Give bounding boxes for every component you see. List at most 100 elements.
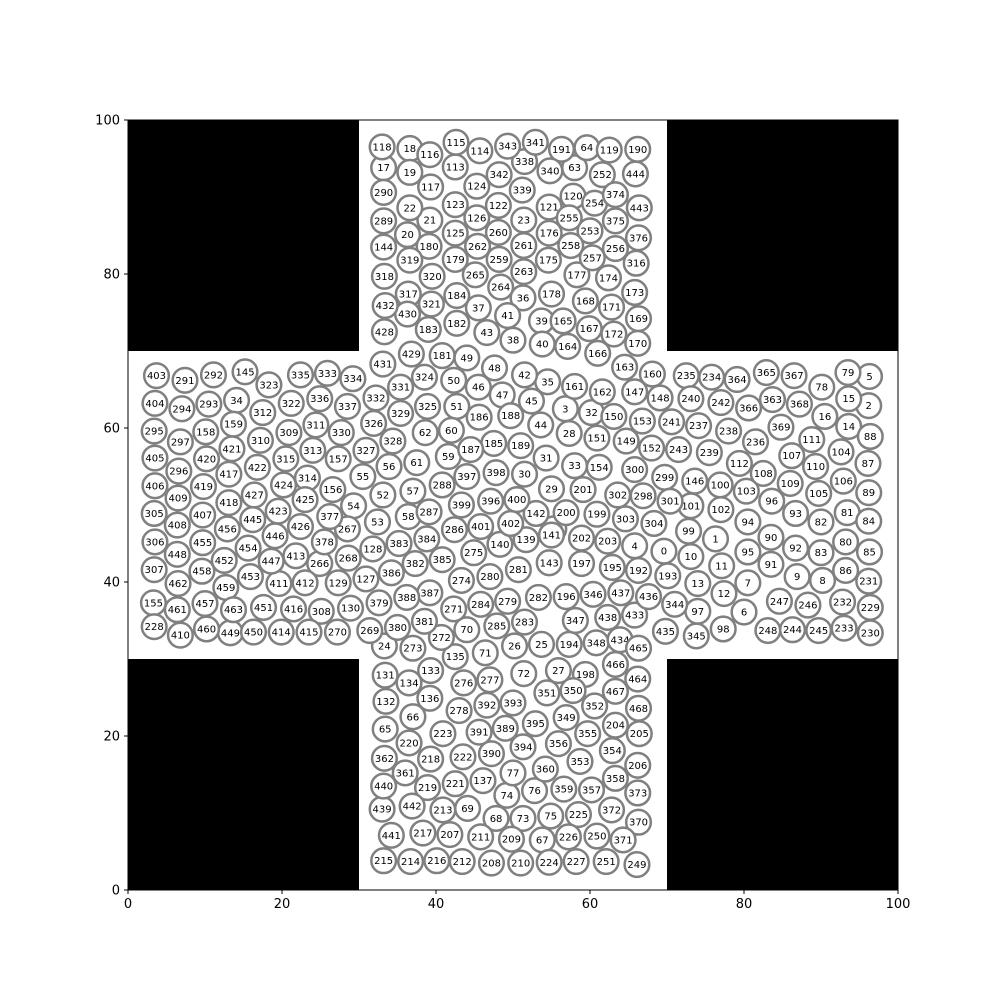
circle-marker: 207 <box>436 820 464 849</box>
circle-label: 265 <box>466 270 485 281</box>
circle-marker: 443 <box>625 194 653 222</box>
circle-label: 371 <box>614 835 633 846</box>
circle-label: 58 <box>402 512 415 523</box>
circle-marker: 227 <box>562 847 590 876</box>
circle-label: 460 <box>197 624 216 635</box>
circle-label: 408 <box>168 521 187 532</box>
circle-label: 56 <box>383 462 396 473</box>
circle-label: 109 <box>781 479 800 490</box>
circle-shape <box>453 616 481 644</box>
circle-marker: 378 <box>310 528 338 556</box>
circle-label: 67 <box>536 835 549 846</box>
circle-label: 104 <box>831 447 850 458</box>
circle-marker: 90 <box>757 523 785 551</box>
circle-label: 100 <box>711 480 730 491</box>
circle-label: 465 <box>629 644 648 655</box>
circle-shape <box>594 527 622 555</box>
circle-label: 330 <box>332 428 351 439</box>
circle-label: 115 <box>446 138 465 149</box>
circle-shape <box>441 245 469 273</box>
circle-shape <box>267 618 295 646</box>
circle-label: 389 <box>496 724 515 735</box>
circle-shape <box>368 133 396 161</box>
circle-label: 41 <box>501 311 514 322</box>
circle-shape <box>465 403 493 431</box>
circle-shape <box>601 677 629 705</box>
circle-label: 419 <box>194 482 213 493</box>
circle-shape <box>371 661 399 689</box>
circle-label: 17 <box>377 163 390 174</box>
circle-label: 366 <box>739 403 758 414</box>
circle-label: 237 <box>689 421 708 432</box>
circle-shape <box>464 294 492 322</box>
circle-label: 90 <box>765 533 778 544</box>
circle-label: 363 <box>763 395 782 406</box>
circle-shape <box>362 384 390 412</box>
circle-marker: 382 <box>401 549 429 578</box>
x-tick-label: 20 <box>274 897 291 912</box>
circle-marker: 49 <box>453 344 481 372</box>
circle-marker: 372 <box>597 796 626 824</box>
circle-label: 221 <box>446 779 465 790</box>
circle-marker: 402 <box>497 509 525 538</box>
circle-marker: 137 <box>469 767 497 795</box>
circle-marker: 160 <box>638 360 666 388</box>
circle-label: 412 <box>296 578 315 589</box>
circle-label: 64 <box>581 143 594 154</box>
circle-marker: 423 <box>264 497 292 525</box>
circle-marker: 251 <box>592 847 620 876</box>
circle-label: 314 <box>298 474 317 485</box>
circle-label: 132 <box>376 697 395 708</box>
circle-marker: 216 <box>423 847 451 875</box>
circle-marker: 215 <box>370 847 398 875</box>
circle-shape <box>494 302 522 330</box>
circle-shape <box>624 779 652 807</box>
circle-shape <box>141 444 169 472</box>
circle-label: 302 <box>608 490 627 501</box>
circle-shape <box>512 526 540 554</box>
circle-label: 429 <box>402 350 421 361</box>
circle-shape <box>832 556 860 585</box>
circle-marker: 304 <box>640 509 668 538</box>
circle-label: 169 <box>629 314 648 325</box>
circle-label: 466 <box>606 660 625 671</box>
circle-label: 45 <box>525 397 538 408</box>
circle-shape <box>383 613 412 641</box>
circle-shape <box>834 358 862 387</box>
circle-label: 352 <box>585 701 604 712</box>
circle-shape <box>827 438 855 466</box>
circle-marker: 394 <box>509 733 537 761</box>
circle-label: 454 <box>239 544 258 555</box>
circle-marker: 104 <box>827 438 855 466</box>
circle-shape <box>466 137 494 165</box>
circle-shape <box>785 390 814 418</box>
circle-marker: 337 <box>333 392 362 421</box>
circle-label: 379 <box>369 598 388 609</box>
circle-marker: 202 <box>567 524 596 552</box>
circle-shape <box>465 718 493 746</box>
circle-marker: 211 <box>467 823 495 851</box>
circle-label: 108 <box>754 469 773 480</box>
circle-marker: 322 <box>277 389 305 417</box>
circle-label: 190 <box>628 145 647 156</box>
circle-marker: 427 <box>240 481 268 509</box>
circle-marker: 136 <box>416 684 444 712</box>
circle-label: 336 <box>310 394 329 405</box>
circle-label: 116 <box>420 150 439 161</box>
circle-label: 393 <box>503 698 522 709</box>
circle-marker: 188 <box>497 402 525 430</box>
circle-label: 214 <box>401 857 420 868</box>
circle-marker: 398 <box>482 459 510 487</box>
circle-label: 424 <box>274 480 293 491</box>
circle-marker: 182 <box>443 309 471 337</box>
circle-label: 71 <box>479 648 492 659</box>
x-tick-label: 40 <box>428 897 445 912</box>
circle-shape <box>491 714 519 742</box>
circle-label: 257 <box>583 253 602 264</box>
circle-label: 386 <box>382 568 401 579</box>
circle-label: 128 <box>363 544 382 555</box>
circle-marker: 164 <box>554 332 582 360</box>
circle-label: 235 <box>677 371 696 382</box>
circle-label: 191 <box>552 145 571 156</box>
circle-label: 310 <box>251 436 270 447</box>
